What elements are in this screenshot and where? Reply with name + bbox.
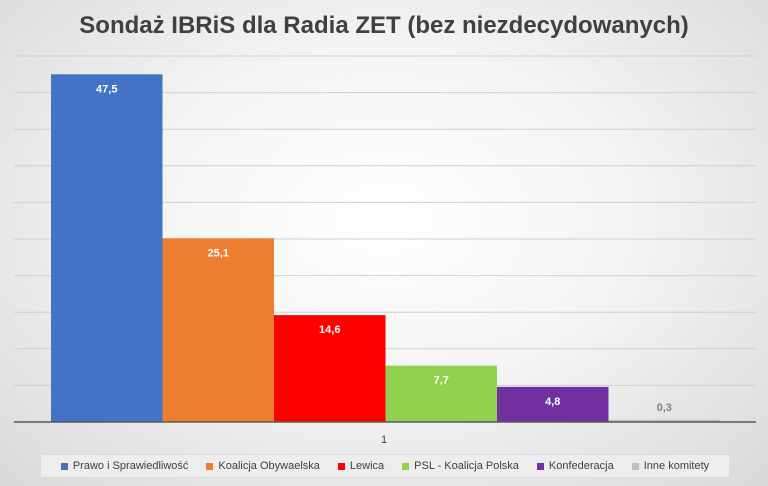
x-category-label: 1 bbox=[381, 434, 387, 446]
legend-label: PSL - Koalicja Polska bbox=[414, 460, 519, 472]
legend-swatch bbox=[631, 462, 639, 470]
bar bbox=[51, 74, 163, 423]
legend-item: Prawo i Sprawiedliwość bbox=[60, 460, 189, 472]
bar bbox=[385, 365, 497, 422]
legend-label: Prawo i Sprawiedliwość bbox=[72, 460, 189, 472]
legend-swatch bbox=[402, 462, 410, 470]
bar bbox=[608, 419, 720, 422]
legend-item: Inne komitety bbox=[631, 460, 710, 472]
legend-label: Koalicja Obywaelska bbox=[218, 460, 320, 472]
data-label: 4,8 bbox=[545, 396, 560, 408]
legend-item: Koalicja Obywaelska bbox=[206, 460, 320, 472]
data-label: 47,5 bbox=[96, 83, 117, 95]
legend-item: PSL - Koalicja Polska bbox=[402, 460, 519, 472]
legend-swatch bbox=[337, 462, 345, 470]
chart-legend: Prawo i Sprawiedliwość Koalicja Obywaelsk… bbox=[40, 454, 730, 478]
bar bbox=[274, 315, 386, 422]
legend-swatch bbox=[60, 462, 68, 470]
data-label: 0,3 bbox=[657, 402, 672, 414]
legend-item: Konfederacja bbox=[536, 460, 614, 472]
data-label: 14,6 bbox=[319, 324, 340, 336]
legend-swatch bbox=[536, 462, 544, 470]
legend-label: Inne komitety bbox=[643, 460, 710, 472]
data-label: 7,7 bbox=[434, 375, 449, 387]
legend-label: Lewica bbox=[349, 460, 385, 472]
bar bbox=[497, 386, 609, 422]
legend-swatch bbox=[206, 462, 214, 470]
chart-title: Sondaż IBRiS dla Radia ZET (bez niezdecy… bbox=[79, 12, 689, 39]
legend-label: Konfederacja bbox=[548, 460, 614, 472]
bar bbox=[162, 238, 274, 422]
legend-item: Lewica bbox=[337, 460, 385, 472]
data-label: 25,1 bbox=[208, 247, 229, 259]
bars bbox=[51, 74, 720, 423]
data-labels: 47,5 25,1 14,6 7,7 4,8 0,3 bbox=[96, 83, 672, 414]
